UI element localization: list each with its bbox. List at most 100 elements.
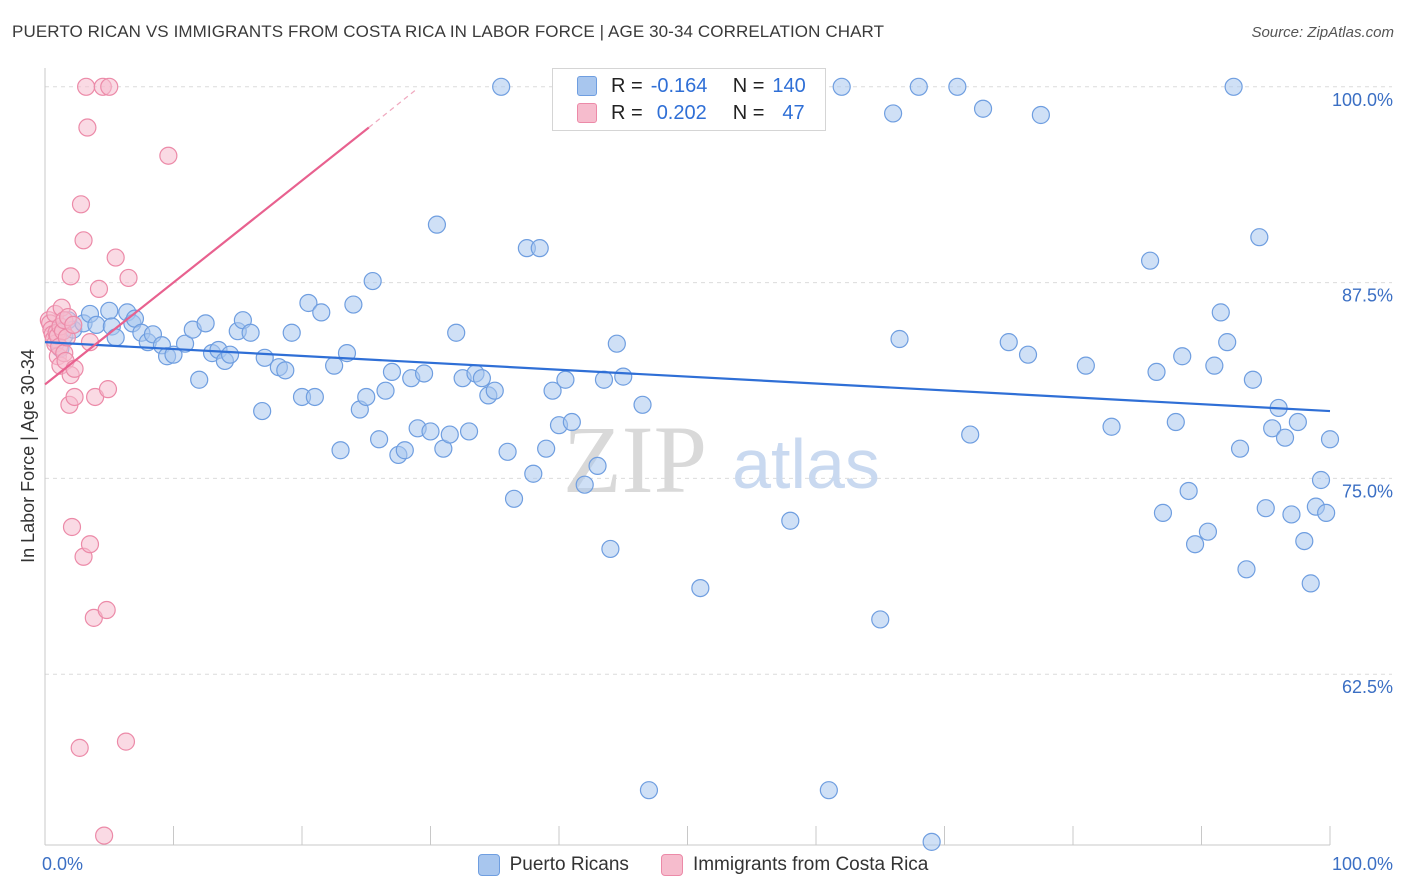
legend-label: Puerto Ricans [509,854,629,875]
costa-rica-point [97,600,116,620]
costa-rica-point [89,279,109,298]
puerto-rican-point [961,425,980,444]
puerto-rican-point [999,333,1018,352]
costa-rica-point [98,380,118,399]
legend-item-puerto-ricans[interactable]: Puerto Ricans [477,854,629,876]
puerto-rican-point [1301,574,1320,593]
costa-rica-point [62,517,82,537]
legend-n-label: N = [732,101,765,124]
y-tick-label: 87.5% [1342,286,1393,306]
legend-swatch-blue [577,76,597,96]
legend-swatch-pink [660,854,683,876]
puerto-rican-point [492,77,511,96]
y-tick-label: 75.0% [1342,481,1393,501]
costa-rica-point [65,387,84,407]
puerto-rican-point [1198,522,1218,541]
costa-rica-point [159,146,178,165]
y-tick-label: 100.0% [1332,90,1393,110]
trend-line-costa-rica [44,126,370,386]
puerto-rican-point [447,323,466,342]
puerto-rican-point [421,422,440,441]
legend-swatch-pink [577,103,597,123]
costa-rica-point [74,231,93,250]
puerto-rican-point [556,370,575,389]
puerto-rican-point [370,430,389,449]
axis-labels: 62.5% 75.0% 87.5% 100.0% 0.0% 100.0% In Labor … [18,90,1393,874]
legend-row-blue: R = -0.164 N = 140 [577,73,806,99]
legend-r-value: -0.164 [650,74,708,97]
puerto-rican-point [1256,499,1275,518]
puerto-rican-point [299,293,318,313]
puerto-rican-point [1320,430,1340,449]
puerto-rican-point [633,395,652,414]
axes [44,68,1331,846]
costa-rica-point [80,535,100,554]
costa-rica-point [78,118,97,137]
puerto-rican-point [282,323,301,342]
puerto-rican-point [781,511,800,530]
puerto-rican-point [395,441,414,460]
costa-rica-point [65,359,84,378]
puerto-rican-point [164,345,183,364]
puerto-rican-point [459,422,479,441]
puerto-rican-point [1311,470,1331,490]
puerto-rican-point [344,295,363,314]
puerto-rican-point [331,441,350,460]
watermark-atlas: atlas [732,425,880,503]
legend-item-costa-rica[interactable]: Immigrants from Costa Rica [660,854,928,876]
puerto-rican-point [922,832,941,851]
puerto-rican-point [1317,503,1336,522]
puerto-rican-point [1102,417,1121,436]
costa-rica-point [119,268,138,288]
puerto-rican-point [1031,105,1050,125]
costa-rica-point [71,195,91,214]
puerto-rican-point [1282,505,1301,524]
puerto-rican-point [1018,345,1038,364]
puerto-rican-point [530,239,549,258]
puerto-rican-point [594,370,614,389]
puerto-rican-point [909,77,928,96]
puerto-rican-point [1288,412,1307,432]
puerto-rican-point [1211,303,1230,322]
puerto-rican-point [890,329,909,349]
puerto-rican-point [357,387,376,407]
puerto-rican-point [220,345,240,364]
puerto-rican-point [1205,356,1224,375]
source-credit: Source: ZipAtlas.com [1251,24,1394,41]
puerto-rican-point [363,271,382,291]
x-tick-label: 0.0% [42,854,83,874]
chart-title: PUERTO RICAN VS IMMIGRANTS FROM COSTA RI… [12,22,885,41]
puerto-rican-point [100,301,119,320]
puerto-rican-point [575,475,594,494]
puerto-rican-point [276,361,295,380]
watermark-zip: ZIP [563,406,707,513]
watermark: ZIP atlas [563,406,880,513]
costa-rica-point [61,267,80,286]
costa-rica-point [100,77,119,96]
puerto-rican-point [524,464,543,483]
puerto-rican-point [614,367,633,386]
trend-lines [44,87,1331,413]
puerto-rican-point [871,610,890,629]
puerto-rican-point [498,442,517,461]
puerto-rican-point [190,370,209,389]
puerto-rican-point [1295,531,1314,551]
costa-rica-point [106,248,125,267]
legend-r-label: R = [611,101,643,124]
costa-rica-point [64,315,83,335]
legend-n-value: 140 [772,74,806,97]
y-axis-title: In Labor Force | Age 30-34 [18,349,38,563]
puerto-rican-point [819,781,838,800]
puerto-rican-point [241,323,260,342]
x-tick-label: 100.0% [1332,854,1393,874]
puerto-rican-point [305,387,324,407]
puerto-rican-point [1147,362,1166,382]
legend-n-value: 47 [782,101,805,124]
puerto-rican-point [504,489,524,508]
puerto-rican-point [1243,370,1263,389]
legend-row-pink: R = 0.202 N = 47 [577,100,805,126]
legend-swatch-blue [477,854,500,876]
puerto-rican-point [1237,560,1256,579]
puerto-rican-point [607,334,626,353]
